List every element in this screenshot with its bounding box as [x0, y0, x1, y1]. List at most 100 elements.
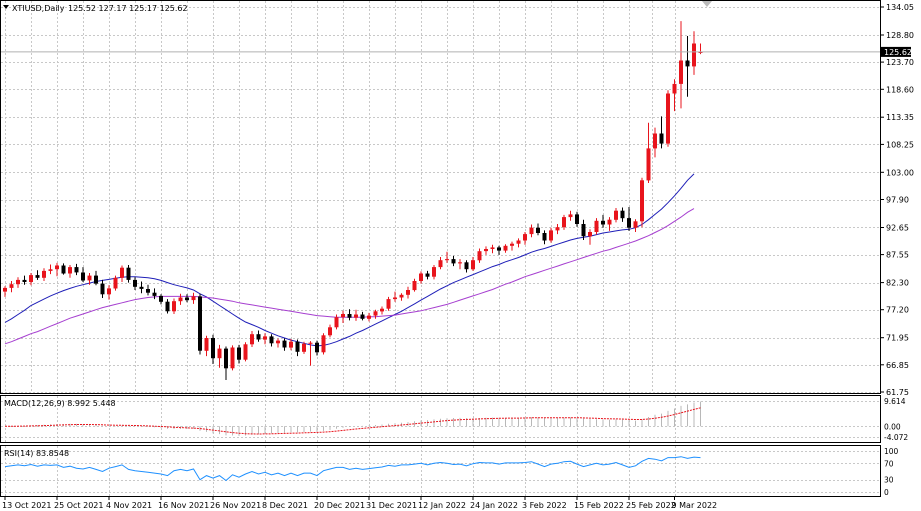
candle-bear — [146, 289, 150, 293]
price-tick-label: 108.25 — [886, 140, 914, 149]
candle-bull — [217, 348, 222, 359]
candle-bull — [666, 93, 670, 144]
candle-bear — [256, 334, 261, 340]
candle-bull — [250, 334, 254, 345]
candle-bull — [477, 251, 482, 261]
candle-bear — [74, 267, 79, 273]
candle-bear — [159, 295, 163, 302]
date-tick-label: 13 Oct 2021 — [2, 501, 51, 510]
candle-bull — [289, 341, 293, 348]
rsi-plot — [4, 456, 701, 482]
price-tick-label: 103.00 — [886, 168, 914, 177]
candle-bull — [120, 267, 124, 278]
candle-bull — [172, 301, 176, 312]
price-tick-label: 82.30 — [886, 279, 909, 288]
candle-bear — [61, 265, 66, 274]
date-tick-label: 25 Feb 2022 — [626, 501, 676, 510]
candle-bull — [672, 83, 677, 94]
price-tick-label: 61.75 — [886, 388, 909, 397]
macd-plot — [5, 401, 701, 436]
candle-bull — [113, 277, 118, 289]
price-tick-label: 123.70 — [886, 58, 914, 67]
candle-bull — [458, 262, 462, 264]
candle-bear — [620, 210, 625, 219]
candle-bear — [536, 227, 540, 233]
candle-bull — [16, 279, 20, 285]
date-tick-label: 3 Feb 2022 — [522, 501, 567, 510]
date-tick-label: 16 Nov 2021 — [158, 501, 209, 510]
candle-bear — [627, 218, 631, 228]
price-tick-label: 97.90 — [886, 196, 909, 205]
macd-tick-label: 9.614 — [884, 397, 906, 406]
macd-signal-line — [5, 407, 701, 435]
candle-bull — [9, 284, 14, 288]
candle-bull — [87, 275, 92, 281]
date-tick-label: 20 Dec 2021 — [314, 501, 365, 510]
candle-bull — [698, 52, 703, 53]
candle-bull — [302, 343, 306, 352]
candle-bull — [68, 267, 72, 274]
candle-bear — [81, 272, 85, 281]
candle-bull — [334, 317, 339, 328]
candle-bear — [237, 347, 241, 360]
candle-bull — [276, 340, 280, 344]
candle-bear — [497, 247, 501, 251]
price-axis: 134.05 128.80 123.70 118.60 113.35 108.25 103.… — [880, 3, 914, 497]
candle-bear — [269, 336, 274, 344]
price-tick-label: 128.80 — [886, 31, 914, 40]
candle-bear — [581, 224, 586, 237]
candle-bull — [555, 227, 560, 231]
candle-bull — [48, 269, 53, 271]
candle-bull — [419, 273, 423, 281]
current-price-text: 125.62 — [884, 48, 912, 57]
candle-bull — [263, 336, 267, 340]
candle-bear — [360, 314, 365, 319]
candle-bear — [282, 340, 287, 348]
price-tick-label: 71.95 — [886, 334, 909, 343]
candle-bull — [321, 335, 326, 353]
candle-bear — [133, 279, 137, 287]
candle-bear — [347, 314, 352, 318]
candle-bull — [107, 288, 111, 295]
candle-bear — [185, 297, 189, 301]
rsi-tick-label: 30 — [884, 476, 894, 485]
candle-bull — [607, 219, 612, 225]
candle-bull — [510, 243, 514, 246]
candle-bull — [230, 347, 235, 369]
candlesticks — [3, 21, 703, 380]
candle-bear — [315, 342, 319, 353]
candle-bear — [224, 348, 228, 369]
rsi-panel — [0, 445, 881, 497]
candle-bear — [165, 301, 170, 312]
candle-bull — [549, 230, 553, 241]
date-tick-label: 15 Feb 2022 — [574, 501, 624, 510]
date-tick-label: 8 Dec 2021 — [262, 501, 308, 510]
gridlines — [1, 1, 880, 496]
candle-bear — [211, 338, 215, 359]
macd-label: MACD(12,26,9) 8.992 5.448 — [4, 399, 116, 408]
date-tick-label: 26 Nov 2021 — [210, 501, 261, 510]
price-tick-label: 77.20 — [886, 306, 909, 315]
candle-bear — [575, 214, 579, 224]
candle-bear — [94, 275, 98, 284]
candle-bull — [399, 294, 404, 298]
rsi-label: RSI(14) 83.8548 — [4, 449, 69, 458]
candle-bear — [198, 296, 202, 351]
candle-bull — [29, 275, 33, 282]
candle-bear — [22, 279, 27, 282]
candle-bear — [295, 341, 300, 352]
candle-bull — [588, 232, 592, 237]
candle-bull — [393, 297, 397, 300]
candle-bull — [523, 234, 527, 241]
candle-bull — [191, 296, 196, 301]
symbol-menu-arrow-icon[interactable] — [3, 5, 9, 9]
rsi-tick-label: 100 — [884, 447, 899, 456]
candle-bull — [633, 221, 638, 228]
candle-bull — [568, 214, 573, 218]
candle-bear — [451, 259, 456, 264]
candle-bull — [562, 217, 566, 228]
candle-bear — [100, 283, 105, 295]
candle-bull — [490, 247, 495, 249]
